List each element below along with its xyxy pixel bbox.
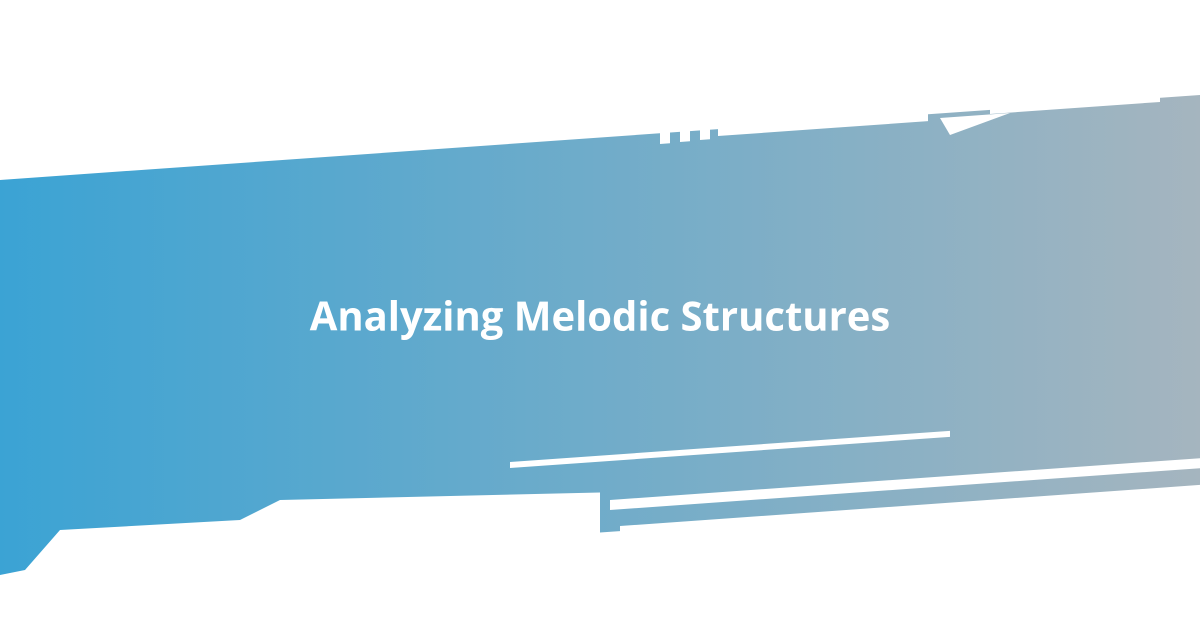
banner-title: Analyzing Melodic Structures — [310, 288, 891, 343]
banner-graphic: Analyzing Melodic Structures — [0, 0, 1200, 630]
